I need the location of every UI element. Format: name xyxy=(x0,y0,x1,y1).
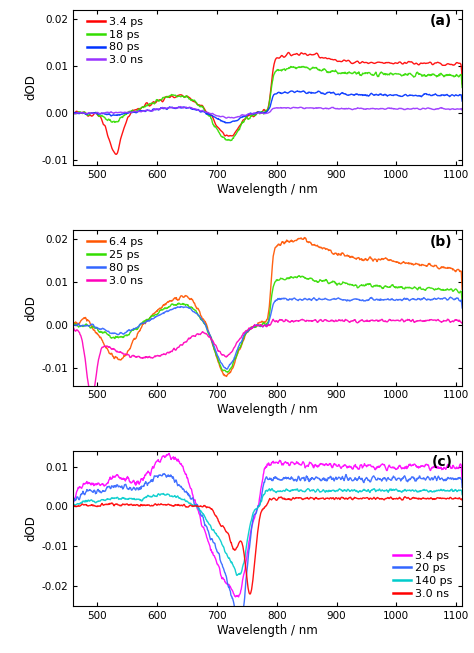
Legend: 3.4 ps, 18 ps, 80 ps, 3.0 ns: 3.4 ps, 18 ps, 80 ps, 3.0 ns xyxy=(87,17,143,65)
X-axis label: Wavelength / nm: Wavelength / nm xyxy=(218,624,318,637)
Y-axis label: dOD: dOD xyxy=(25,74,38,101)
X-axis label: Wavelength / nm: Wavelength / nm xyxy=(218,403,318,416)
Y-axis label: dOD: dOD xyxy=(25,515,38,541)
Text: (a): (a) xyxy=(430,14,452,29)
X-axis label: Wavelength / nm: Wavelength / nm xyxy=(218,183,318,196)
Text: (c): (c) xyxy=(431,455,452,470)
Legend: 6.4 ps, 25 ps, 80 ps, 3.0 ns: 6.4 ps, 25 ps, 80 ps, 3.0 ns xyxy=(87,238,143,286)
Text: (b): (b) xyxy=(430,235,452,249)
Legend: 3.4 ps, 20 ps, 140 ps, 3.0 ns: 3.4 ps, 20 ps, 140 ps, 3.0 ns xyxy=(393,550,453,599)
Y-axis label: dOD: dOD xyxy=(25,295,38,321)
